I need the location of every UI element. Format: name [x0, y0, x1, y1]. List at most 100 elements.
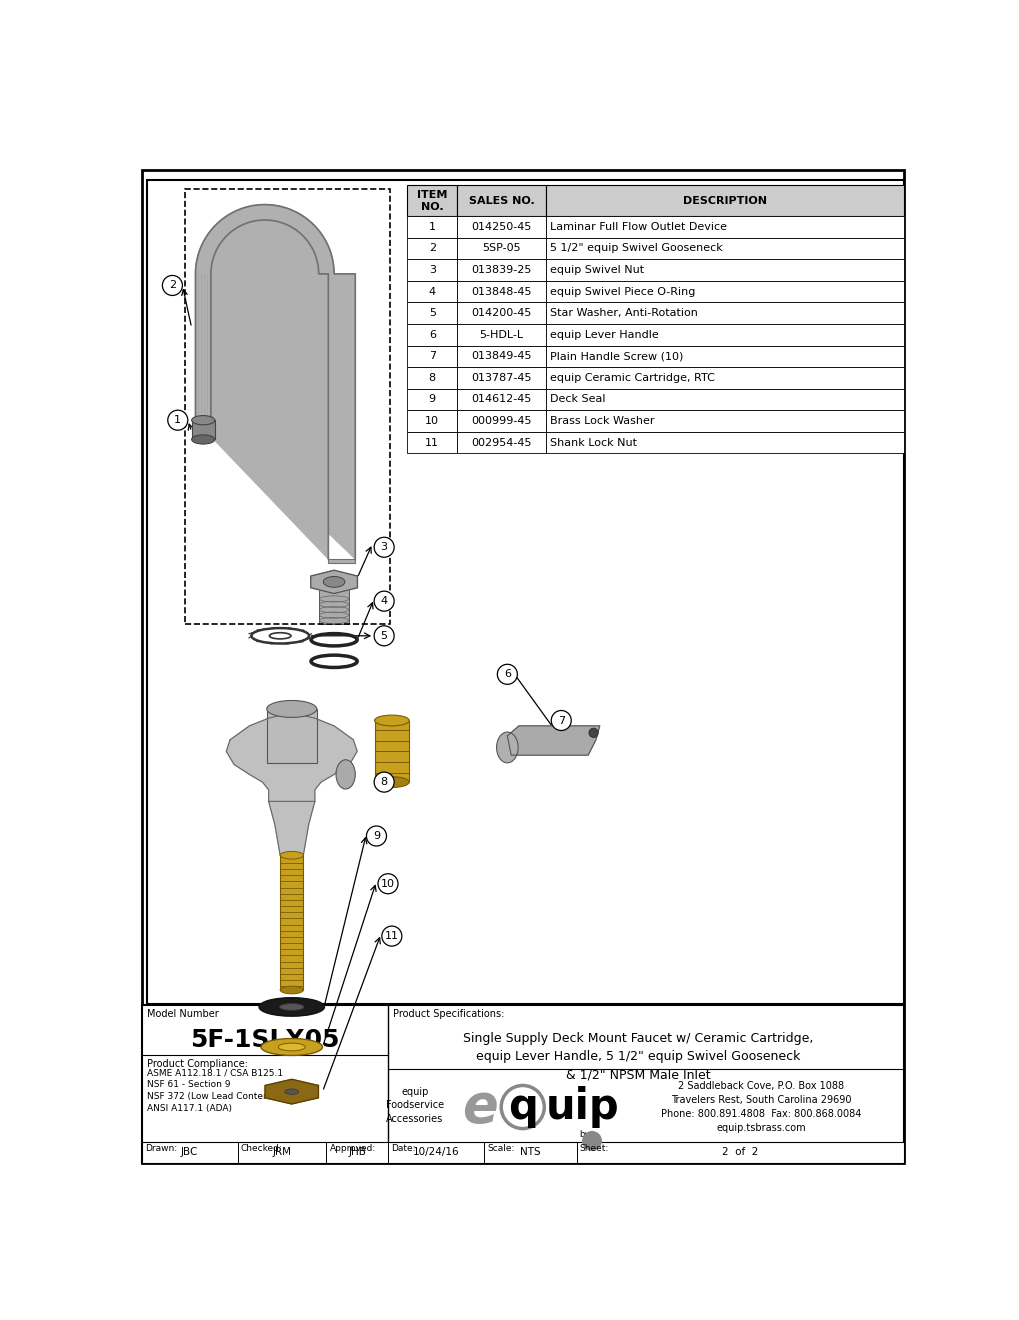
Text: DESCRIPTION: DESCRIPTION	[682, 195, 766, 206]
Text: 2  of  2: 2 of 2	[721, 1147, 758, 1158]
Text: equip Ceramic Cartridge, RTC: equip Ceramic Cartridge, RTC	[550, 372, 714, 383]
Text: Star Washer, Anti-Rotation: Star Washer, Anti-Rotation	[550, 308, 698, 318]
Bar	[545, 302, 903, 323]
Text: uip: uip	[545, 1086, 619, 1129]
Circle shape	[378, 874, 397, 894]
Bar	[545, 259, 903, 281]
Ellipse shape	[284, 1089, 299, 1094]
Bar	[407, 346, 457, 367]
Bar	[192, 420, 215, 440]
Bar	[545, 281, 903, 302]
Ellipse shape	[278, 1043, 305, 1051]
Text: Product Compliance:: Product Compliance:	[147, 1059, 248, 1069]
Bar	[407, 185, 457, 216]
Text: 8: 8	[380, 777, 387, 787]
Bar	[196, 420, 211, 424]
Text: Drawn:: Drawn:	[145, 1144, 176, 1152]
Text: Laminar Full Flow Outlet Device: Laminar Full Flow Outlet Device	[550, 222, 727, 232]
Bar	[457, 346, 545, 367]
Text: 10: 10	[425, 416, 439, 426]
Bar	[374, 721, 409, 781]
Bar	[328, 558, 355, 562]
Ellipse shape	[374, 715, 409, 726]
Bar	[545, 185, 903, 216]
Polygon shape	[196, 205, 355, 558]
Text: 014200-45: 014200-45	[471, 308, 531, 318]
Text: 014250-45: 014250-45	[471, 222, 531, 232]
Text: 9: 9	[428, 395, 435, 404]
Text: Product Specifications:: Product Specifications:	[393, 1010, 504, 1019]
Text: 6: 6	[428, 330, 435, 339]
Ellipse shape	[323, 577, 344, 587]
Text: 5: 5	[380, 631, 387, 640]
Text: 5 1/2" equip Swivel Gooseneck: 5 1/2" equip Swivel Gooseneck	[550, 243, 722, 253]
Circle shape	[162, 276, 182, 296]
Circle shape	[167, 411, 187, 430]
Text: by: by	[579, 1130, 589, 1139]
Text: 013848-45: 013848-45	[471, 286, 531, 297]
Polygon shape	[268, 801, 315, 855]
Bar	[407, 388, 457, 411]
Text: 5: 5	[428, 308, 435, 318]
Circle shape	[497, 664, 517, 684]
Text: Checked:: Checked:	[240, 1144, 282, 1152]
Bar	[457, 432, 545, 453]
Polygon shape	[265, 1080, 318, 1104]
Text: ASME A112.18.1 / CSA B125.1
NSF 61 - Section 9
NSF 372 (Low Lead Content)
ANSI A: ASME A112.18.1 / CSA B125.1 NSF 61 - Sec…	[147, 1069, 283, 1113]
Bar	[185, 189, 389, 624]
Polygon shape	[226, 713, 357, 801]
Ellipse shape	[374, 776, 409, 788]
Ellipse shape	[335, 760, 355, 789]
Bar	[280, 855, 303, 990]
Text: 013839-25: 013839-25	[471, 265, 531, 275]
Text: 5F-1SLX05: 5F-1SLX05	[190, 1028, 339, 1052]
Text: q: q	[507, 1086, 537, 1129]
Polygon shape	[506, 726, 599, 755]
Text: 7: 7	[557, 715, 565, 726]
Text: 000999-45: 000999-45	[471, 416, 531, 426]
Text: NTS: NTS	[520, 1147, 540, 1158]
Circle shape	[374, 626, 393, 645]
Ellipse shape	[192, 434, 215, 444]
Text: 013849-45: 013849-45	[471, 351, 531, 362]
Bar	[545, 323, 903, 346]
Circle shape	[582, 1131, 601, 1150]
Bar	[457, 259, 545, 281]
Text: 1: 1	[428, 222, 435, 232]
Text: equip Lever Handle: equip Lever Handle	[550, 330, 658, 339]
Text: 3: 3	[428, 265, 435, 275]
Text: JBC: JBC	[180, 1147, 199, 1158]
Text: Brass Lock Washer: Brass Lock Washer	[550, 416, 654, 426]
Text: 013787-45: 013787-45	[471, 372, 531, 383]
Bar	[457, 411, 545, 432]
Text: 4: 4	[428, 286, 435, 297]
Text: 1: 1	[174, 416, 181, 425]
Text: equip Swivel Piece O-Ring: equip Swivel Piece O-Ring	[550, 286, 695, 297]
Ellipse shape	[279, 1003, 304, 1010]
Text: Model Number: Model Number	[147, 1010, 218, 1019]
Bar	[407, 432, 457, 453]
Bar	[142, 1142, 903, 1163]
Text: ITEM
NO.: ITEM NO.	[417, 190, 447, 211]
Text: 8: 8	[428, 372, 435, 383]
Text: e: e	[462, 1081, 498, 1133]
Ellipse shape	[496, 733, 518, 763]
Bar	[147, 180, 903, 1003]
Bar	[457, 367, 545, 388]
Text: 5-HDL-L: 5-HDL-L	[479, 330, 523, 339]
Text: Deck Seal: Deck Seal	[550, 395, 605, 404]
Text: 10/24/16: 10/24/16	[413, 1147, 459, 1158]
Bar	[457, 388, 545, 411]
Ellipse shape	[280, 851, 303, 859]
Text: Date:: Date:	[390, 1144, 415, 1152]
Text: 11: 11	[425, 437, 439, 447]
Bar	[407, 323, 457, 346]
Bar	[545, 367, 903, 388]
Bar	[457, 323, 545, 346]
Bar	[545, 238, 903, 259]
Text: 002954-45: 002954-45	[471, 437, 531, 447]
Bar	[457, 302, 545, 323]
Text: 014612-45: 014612-45	[471, 395, 531, 404]
Bar	[457, 185, 545, 216]
Bar	[545, 216, 903, 238]
